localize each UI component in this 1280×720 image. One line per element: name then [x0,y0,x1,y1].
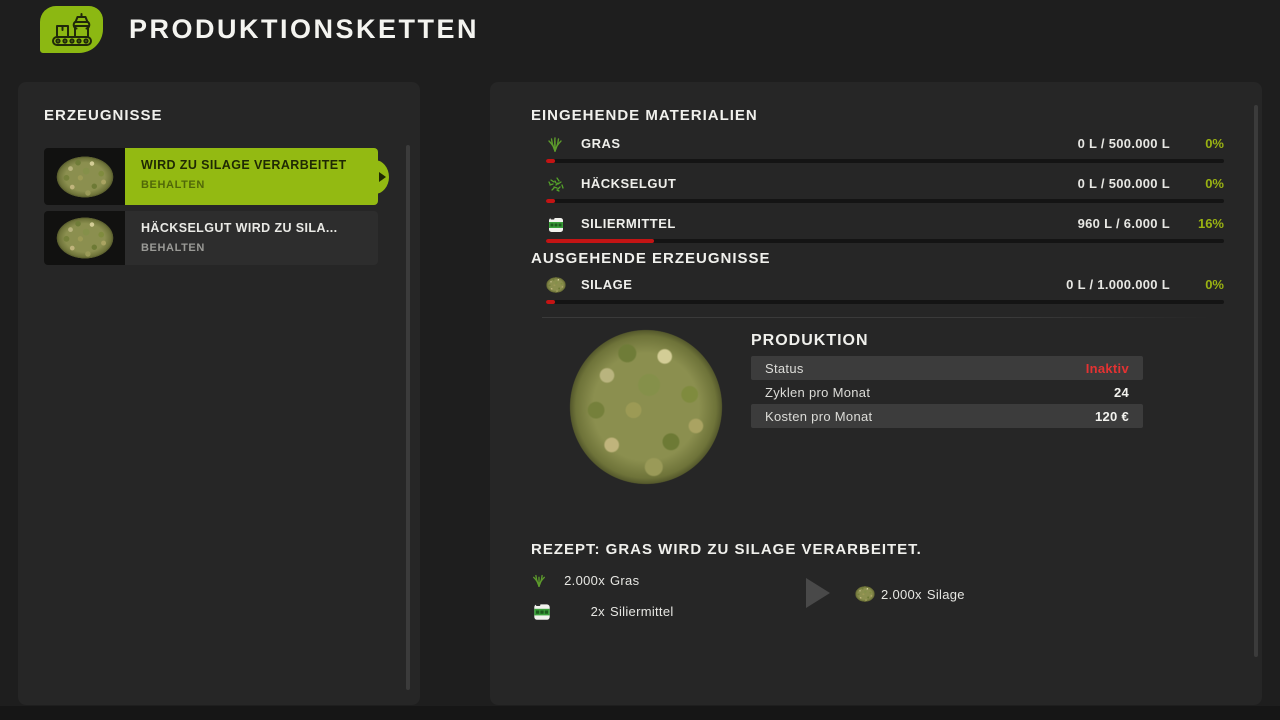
product-item-title: HÄCKSELGUT WIRD ZU SILA... [141,221,338,235]
material-row-gras: GRAS 0 L / 500.000 L 0% [546,134,1224,163]
material-amount: 0 L / 500.000 L [1077,176,1170,191]
products-panel: ERZEUGNISSE WIRD ZU SILAGE VERARBEITET B… [18,82,420,705]
product-item-subtitle: BEHALTEN [141,242,205,254]
material-name: SILAGE [581,277,633,292]
material-name: SILIERMITTEL [581,216,676,231]
silage-icon [546,276,570,293]
header: PRODUKTIONSKETTEN [40,6,479,53]
recipe-qty: 2.000x [564,572,605,588]
details-panel: EINGEHENDE MATERIALIEN GRAS 0 L / 500.00… [490,82,1262,705]
production-chains-icon [40,6,103,53]
material-name: GRAS [581,136,621,151]
material-percent: 16% [1197,216,1224,231]
product-item-body: WIRD ZU SILAGE VERARBEITET BEHALTEN [125,148,389,205]
material-name: HÄCKSELGUT [581,176,677,191]
material-amount: 0 L / 500.000 L [1077,136,1170,151]
material-amount: 960 L / 6.000 L [1077,216,1170,231]
page-title: PRODUKTIONSKETTEN [129,14,480,44]
recipe-input-gras: 2.000x Gras [531,569,674,591]
grass-icon [546,135,570,153]
material-row-siliermittel: SILIERMITTEL 960 L / 6.000 L 16% [546,214,1224,243]
right-panel-scrollbar[interactable] [1254,105,1258,657]
section-divider [542,317,1212,318]
product-item-subtitle: BEHALTEN [141,179,205,191]
recipe-name: Siliermittel [610,603,674,619]
product-thumbnail [44,211,125,265]
recipe-output-silage: 2.000x Silage [855,583,965,605]
row-value: 120 € [1094,408,1129,424]
row-label: Status [765,360,804,376]
material-percent: 0% [1205,176,1224,191]
fill-level-value [546,300,556,304]
input-materials-list: GRAS 0 L / 500.000 L 0% [546,134,1224,254]
table-row-cycles: Zyklen pro Monat 24 [751,380,1143,404]
grass-icon [531,572,557,588]
silage-product-image [568,328,724,486]
fill-level-bar [546,199,1224,203]
silage-pile-image [55,155,114,198]
production-info-table: Status Inaktiv Zyklen pro Monat 24 Koste… [751,356,1143,428]
table-row-status: Status Inaktiv [751,356,1143,380]
row-value: 24 [1113,384,1129,400]
fill-level-bar [546,159,1224,163]
inputs-heading: EINGEHENDE MATERIALIEN [531,107,758,124]
product-item-title: WIRD ZU SILAGE VERARBEITET [141,158,347,172]
recipe-qty: 2.000x [881,586,922,602]
silage-additive-icon [546,214,570,234]
production-heading: PRODUKTION [751,332,869,349]
left-panel-scrollbar[interactable] [406,145,410,690]
silage-icon [855,586,881,602]
recipe-name: Silage [926,586,965,602]
recipe-qty: 2x [590,603,605,619]
recipe-input-siliermittel: 2x Siliermittel [531,600,674,622]
fill-level-value [546,239,655,243]
output-products-list: SILAGE 0 L / 1.000.000 L 0% [546,275,1224,315]
product-list-item-selected[interactable]: WIRD ZU SILAGE VERARBEITET BEHALTEN [44,148,389,205]
row-label: Kosten pro Monat [765,408,873,424]
chaff-icon [546,175,570,193]
material-row-silage: SILAGE 0 L / 1.000.000 L 0% [546,275,1224,304]
row-label: Zyklen pro Monat [765,384,871,400]
bottom-strip [0,706,1280,720]
recipe-inputs: 2.000x Gras 2x Siliermittel [531,569,674,622]
status-badge: Inaktiv [1085,360,1129,376]
silage-pile-image [55,217,114,259]
recipe-arrow-icon [806,578,830,608]
fill-level-bar [546,239,1224,243]
recipe-name: Gras [610,572,640,588]
table-row-costs: Kosten pro Monat 120 € [751,404,1143,428]
selected-tab-bump [365,159,389,194]
product-thumbnail [44,148,125,205]
fill-level-value [546,159,556,163]
chevron-right-icon [379,171,386,182]
material-percent: 0% [1205,136,1224,151]
silage-additive-icon [531,600,557,622]
product-item-body: HÄCKSELGUT WIRD ZU SILA... BEHALTEN [125,211,378,265]
outputs-heading: AUSGEHENDE ERZEUGNISSE [531,250,771,267]
material-percent: 0% [1205,277,1224,292]
material-amount: 0 L / 1.000.000 L [1066,277,1170,292]
fill-level-value [546,199,556,203]
fill-level-bar [546,300,1224,304]
material-row-haeckselgut: HÄCKSELGUT 0 L / 500.000 L 0% [546,174,1224,203]
products-heading: ERZEUGNISSE [44,107,163,124]
recipe-heading: REZEPT: GRAS WIRD ZU SILAGE VERARBEITET. [531,541,922,558]
product-list-item[interactable]: HÄCKSELGUT WIRD ZU SILA... BEHALTEN [44,211,378,265]
